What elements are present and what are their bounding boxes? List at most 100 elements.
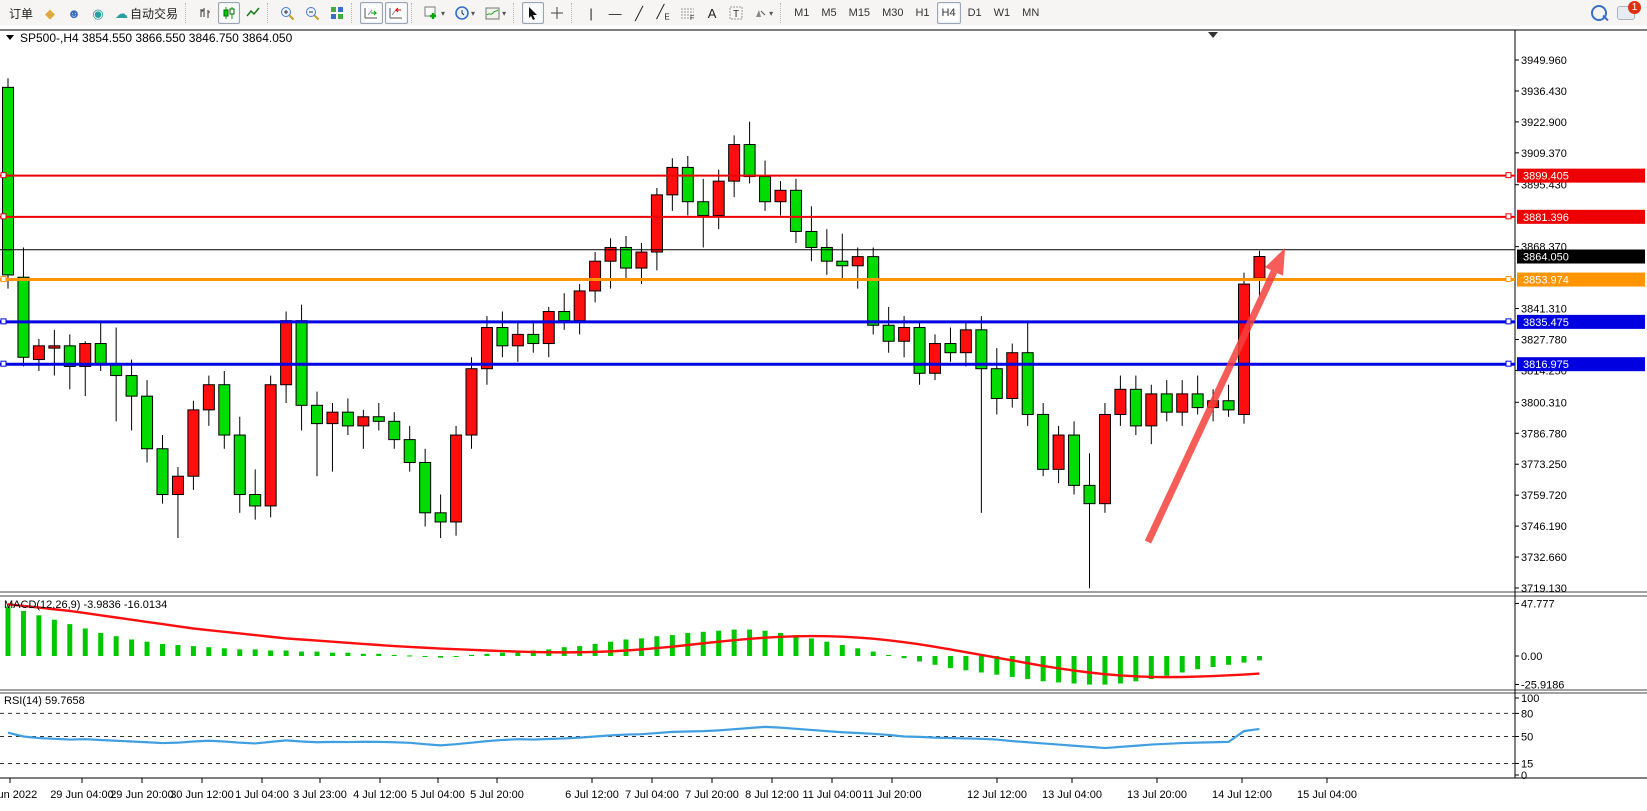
candle-body	[79, 343, 92, 367]
macd-histogram-bar	[237, 649, 243, 656]
crosshair-tool-button[interactable]	[546, 2, 568, 24]
macd-histogram-bar	[221, 648, 227, 656]
candle-body	[620, 246, 632, 269]
macd-label: MACD(12,26,9) -3.9836 -16.0134	[4, 599, 167, 611]
macd-axis-label: 47.777	[1521, 598, 1555, 610]
template-button[interactable]: ▾	[481, 2, 510, 24]
macd-histogram-bar	[839, 645, 845, 656]
channel-tool-button[interactable]: ╱E	[652, 2, 674, 24]
macd-histogram-bar	[20, 610, 26, 656]
macd-histogram-bar	[190, 646, 196, 656]
tile-windows-button[interactable]	[326, 2, 348, 24]
macd-histogram-bar	[438, 656, 444, 658]
timeframe-button-m1[interactable]: M1	[794, 7, 810, 19]
new-chart-button[interactable]: ▾	[420, 2, 449, 24]
rsi-axis-label: 100	[1521, 693, 1539, 705]
autoscroll-button[interactable]	[360, 2, 384, 24]
candle-body	[959, 329, 972, 354]
candle-body	[1114, 388, 1127, 415]
zoom-in-icon	[281, 6, 295, 20]
time-axis-label: 30 Jun 12:00	[170, 789, 234, 801]
macd-histogram-bar	[1256, 656, 1262, 661]
candle-body	[110, 363, 123, 377]
candle-body	[990, 368, 1003, 399]
price-badge	[1517, 209, 1645, 224]
timeframe-button-m15[interactable]: M15	[848, 7, 871, 19]
channel-icon: ╱E	[656, 3, 670, 22]
candle-body	[1068, 434, 1081, 486]
timeframe-button-h1[interactable]: H1	[915, 7, 930, 19]
toolbar-separator	[513, 3, 519, 23]
vertical-line-tool-button[interactable]: |	[580, 2, 602, 24]
zoom-in-button[interactable]	[276, 2, 299, 24]
timeframe-button-w1[interactable]: W1	[993, 7, 1011, 19]
candle-chart-button[interactable]	[218, 2, 241, 24]
zoom-out-button[interactable]	[301, 2, 324, 24]
macd-histogram-bar	[1226, 656, 1232, 665]
candle-body	[496, 327, 509, 347]
signals-button[interactable]: ◉	[87, 2, 109, 24]
cursor-tool-button[interactable]	[522, 2, 545, 24]
timeframe-button-m5[interactable]: M5	[821, 7, 837, 19]
time-axis-label: 4 Jul 12:00	[353, 789, 407, 801]
line-endpoint-handle	[0, 360, 7, 367]
candle-body	[1006, 352, 1019, 399]
time-axis-label: 8 Jun 2022	[0, 789, 37, 801]
accounts-icon: ☻	[67, 5, 81, 21]
shapes-tool-button[interactable]: ▾	[749, 2, 777, 24]
line-chart-button[interactable]	[242, 2, 264, 24]
macd-histogram-bar	[360, 653, 366, 656]
price-axis-label: 3773.250	[1521, 459, 1567, 471]
trendline-tool-button[interactable]: ╱	[628, 2, 650, 24]
macd-histogram-bar	[747, 629, 753, 656]
timeframe-button-h4[interactable]: H4	[936, 2, 961, 24]
bar-chart-button[interactable]	[194, 2, 216, 24]
autoscroll-icon	[364, 7, 378, 18]
candle-body	[743, 144, 756, 178]
macd-histogram-bar	[160, 643, 165, 656]
macd-histogram-bar	[67, 624, 73, 656]
bar-chart-icon	[200, 8, 211, 18]
auto-trading-button[interactable]: ☁ 自动交易	[111, 2, 182, 24]
candle-body	[341, 411, 354, 427]
timeframe-button-d1[interactable]: D1	[967, 7, 982, 19]
price-axis-label: 3922.900	[1521, 117, 1567, 129]
price-badge	[1517, 272, 1645, 287]
rsi-label: RSI(14) 59.7658	[4, 695, 85, 707]
horizontal-line-tool-button[interactable]: —	[604, 2, 626, 24]
accounts-button[interactable]: ☻	[63, 2, 85, 24]
notifications-button[interactable]: 1	[1613, 1, 1641, 24]
period-button[interactable]: ▾	[451, 2, 479, 24]
macd-histogram-bar	[994, 656, 1000, 675]
candle-body	[589, 260, 602, 292]
candle-body	[63, 345, 76, 367]
fibonacci-tool-button[interactable]: F	[676, 2, 699, 24]
chart-shift-button[interactable]	[385, 2, 409, 24]
candle-body	[867, 256, 880, 326]
candle-body	[712, 180, 725, 216]
text-tool-button[interactable]: A	[701, 2, 723, 24]
search-button[interactable]	[1587, 2, 1611, 24]
macd-histogram-bar	[51, 619, 57, 656]
chart-legend: SP500-,H4 3854.550 3866.550 3846.750 386…	[6, 31, 293, 45]
line-endpoint-handle	[1505, 360, 1512, 367]
label-tool-button[interactable]: T	[725, 2, 747, 24]
new-order-button[interactable]: 订单	[3, 2, 37, 24]
chart-window[interactable]: 3949.960 3936.430 3922.900 3909.370 3895.430…	[0, 26, 1647, 811]
watchlist-button[interactable]: ◆	[39, 2, 61, 24]
chart-canvas[interactable]: 3949.960 3936.430 3922.900 3909.370 3895.430…	[0, 26, 1647, 811]
candle-body	[94, 343, 107, 365]
macd-histogram-bar	[592, 643, 598, 656]
candle-body	[171, 475, 184, 496]
macd-histogram-bar	[530, 650, 536, 656]
candle-body	[728, 144, 741, 182]
timeframe-button-m30[interactable]: M30	[882, 7, 904, 19]
candle-body	[759, 176, 772, 203]
candle-body	[542, 311, 555, 345]
timeframe-button-mn[interactable]: MN	[1022, 7, 1040, 19]
candle-body	[1253, 256, 1266, 279]
macd-axis-label: 0.00	[1521, 651, 1542, 663]
symbol-legend: SP500-,H4 3854.550 3866.550 3846.750 386…	[20, 31, 293, 45]
time-axis-label: 15 Jul 04:00	[1297, 789, 1357, 801]
